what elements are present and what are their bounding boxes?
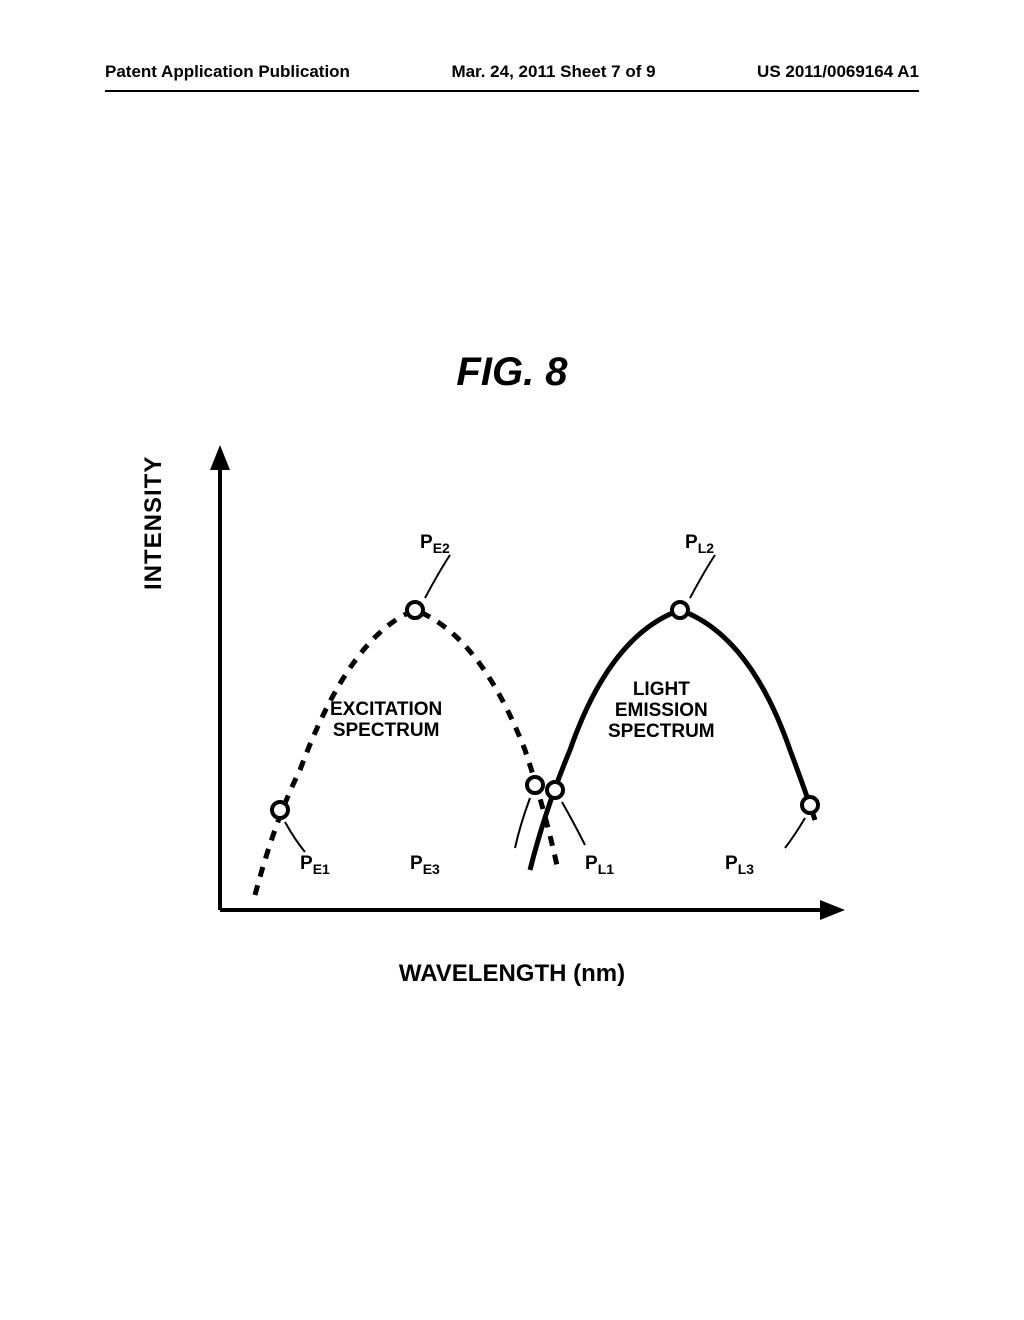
label-pl3: PL3	[725, 853, 754, 877]
label-pe1: PE1	[300, 853, 330, 877]
leader-pe2	[425, 555, 450, 598]
leader-pe1	[285, 822, 305, 852]
leader-pe3	[515, 798, 530, 848]
leader-pl3	[785, 818, 805, 848]
marker-pe1	[272, 802, 288, 818]
label-pl2: PL2	[685, 532, 714, 556]
chart-svg	[180, 440, 860, 940]
leader-pl1	[562, 802, 585, 845]
figure-title: FIG. 8	[0, 350, 1024, 395]
x-axis-arrow	[820, 900, 845, 920]
marker-pl1	[547, 782, 563, 798]
label-pe3: PE3	[410, 853, 440, 877]
marker-pl3	[802, 797, 818, 813]
emission-label: LIGHT EMISSION SPECTRUM	[608, 680, 715, 743]
x-axis-label: WAVELENGTH (nm)	[0, 960, 1024, 988]
y-axis-label: INTENSITY	[140, 456, 168, 590]
header-left: Patent Application Publication	[105, 62, 350, 82]
page-header: Patent Application Publication Mar. 24, …	[0, 62, 1024, 82]
leader-pl2	[690, 555, 715, 598]
header-center: Mar. 24, 2011 Sheet 7 of 9	[451, 62, 655, 82]
marker-pl2	[672, 602, 688, 618]
chart-area	[180, 440, 860, 940]
marker-pe2	[407, 602, 423, 618]
header-divider	[105, 90, 919, 92]
header-right: US 2011/0069164 A1	[757, 62, 919, 82]
excitation-label: EXCITATION SPECTRUM	[330, 700, 442, 742]
label-pe2: PE2	[420, 532, 450, 556]
marker-pe3	[527, 777, 543, 793]
label-pl1: PL1	[585, 853, 614, 877]
y-axis-arrow	[210, 445, 230, 470]
